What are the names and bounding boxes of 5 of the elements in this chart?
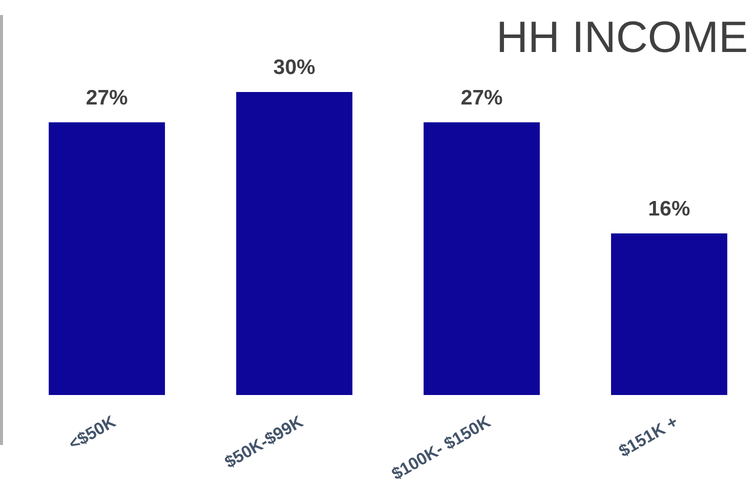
data-label: 30% bbox=[273, 56, 316, 79]
chart-title: HH INCOME bbox=[496, 13, 748, 62]
data-label: 27% bbox=[460, 86, 504, 110]
data-label: 27% bbox=[86, 86, 128, 110]
data-label: 16% bbox=[648, 197, 690, 220]
